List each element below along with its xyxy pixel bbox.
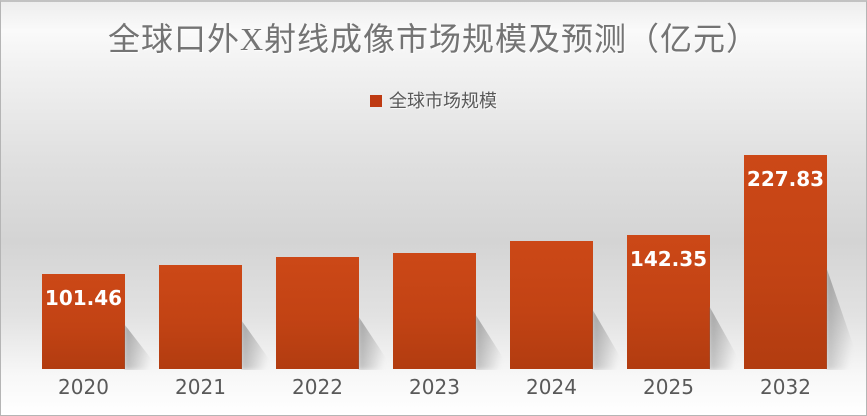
legend-swatch-icon bbox=[370, 94, 382, 107]
bar-value-label: 101.46 bbox=[44, 286, 123, 310]
legend: 全球市场规模 bbox=[1, 87, 866, 113]
x-axis-label-2020: 2020 bbox=[58, 375, 109, 399]
bar-shadow bbox=[475, 314, 511, 370]
bar-2023 bbox=[393, 253, 511, 370]
legend-series-label: 全球市场规模 bbox=[389, 91, 497, 111]
bar-value-label: 142.35 bbox=[629, 247, 708, 271]
bar-shadow bbox=[124, 324, 160, 370]
bar-value-label: 227.83 bbox=[746, 167, 825, 191]
bar-shadow bbox=[709, 306, 745, 370]
x-axis-label-2025: 2025 bbox=[643, 375, 694, 399]
bar-shadow bbox=[358, 316, 394, 370]
x-axis-label-2032: 2032 bbox=[760, 375, 811, 399]
bar-2025: 142.35 bbox=[627, 235, 745, 370]
chart-title: 全球口外X射线成像市场规模及预测（亿元） bbox=[107, 21, 760, 57]
x-axis-label-2023: 2023 bbox=[409, 375, 460, 399]
bar-shadow bbox=[826, 267, 862, 370]
bar-2021 bbox=[159, 265, 277, 370]
bar-2022 bbox=[276, 257, 394, 370]
bar-2020: 101.46 bbox=[42, 274, 160, 370]
x-axis-label-2024: 2024 bbox=[526, 375, 577, 399]
bar-shadow bbox=[241, 320, 277, 370]
bar-2032: 227.83 bbox=[744, 155, 862, 370]
x-axis-label-2021: 2021 bbox=[175, 375, 226, 399]
bar-shadow bbox=[592, 309, 628, 370]
x-axis-label-2022: 2022 bbox=[292, 375, 343, 399]
bar-2024 bbox=[510, 241, 628, 370]
